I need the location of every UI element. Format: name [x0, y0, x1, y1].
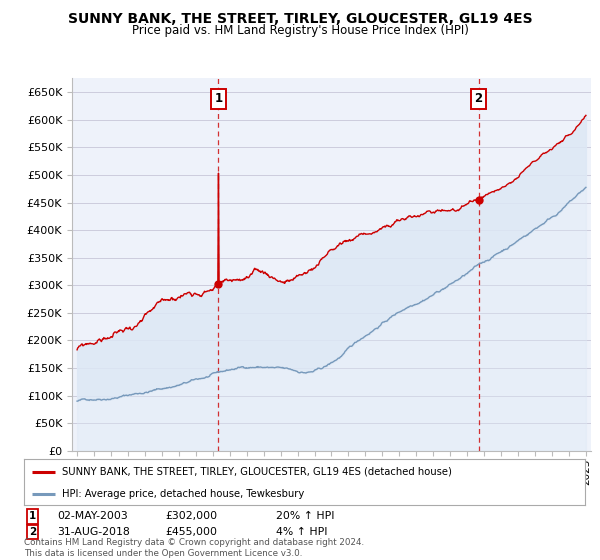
Text: £455,000: £455,000	[165, 527, 217, 537]
Text: 1: 1	[214, 92, 223, 105]
Text: 2: 2	[475, 92, 482, 105]
Text: 31-AUG-2018: 31-AUG-2018	[57, 527, 130, 537]
Text: Price paid vs. HM Land Registry's House Price Index (HPI): Price paid vs. HM Land Registry's House …	[131, 24, 469, 36]
Text: HPI: Average price, detached house, Tewkesbury: HPI: Average price, detached house, Tewk…	[62, 489, 304, 499]
Text: 20% ↑ HPI: 20% ↑ HPI	[276, 511, 335, 521]
Text: Contains HM Land Registry data © Crown copyright and database right 2024.
This d: Contains HM Land Registry data © Crown c…	[24, 538, 364, 558]
Text: 4% ↑ HPI: 4% ↑ HPI	[276, 527, 328, 537]
Text: SUNNY BANK, THE STREET, TIRLEY, GLOUCESTER, GL19 4ES: SUNNY BANK, THE STREET, TIRLEY, GLOUCEST…	[68, 12, 532, 26]
Text: £302,000: £302,000	[165, 511, 217, 521]
Text: 2: 2	[29, 527, 36, 537]
Text: 02-MAY-2003: 02-MAY-2003	[57, 511, 128, 521]
Text: SUNNY BANK, THE STREET, TIRLEY, GLOUCESTER, GL19 4ES (detached house): SUNNY BANK, THE STREET, TIRLEY, GLOUCEST…	[62, 466, 452, 477]
Text: 1: 1	[29, 511, 36, 521]
